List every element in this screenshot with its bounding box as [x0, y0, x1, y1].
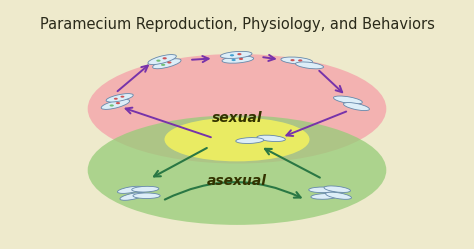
Ellipse shape: [161, 64, 165, 66]
Ellipse shape: [295, 62, 324, 69]
Ellipse shape: [116, 102, 120, 104]
Ellipse shape: [133, 193, 160, 198]
Ellipse shape: [236, 138, 264, 143]
Ellipse shape: [230, 54, 234, 56]
Ellipse shape: [148, 55, 176, 64]
Text: Paramecium Reproduction, Physiology, and Behaviors: Paramecium Reproduction, Physiology, and…: [39, 17, 435, 32]
Ellipse shape: [114, 98, 118, 100]
Ellipse shape: [109, 104, 114, 107]
Ellipse shape: [231, 59, 236, 61]
Ellipse shape: [298, 59, 302, 62]
Ellipse shape: [222, 56, 254, 63]
Ellipse shape: [239, 58, 243, 60]
Ellipse shape: [106, 94, 133, 102]
Ellipse shape: [101, 99, 129, 109]
Ellipse shape: [344, 103, 369, 111]
Ellipse shape: [88, 54, 386, 164]
Ellipse shape: [281, 57, 312, 64]
Text: asexual: asexual: [207, 174, 267, 188]
Ellipse shape: [311, 193, 338, 199]
Ellipse shape: [120, 192, 145, 200]
Ellipse shape: [237, 53, 242, 55]
Ellipse shape: [153, 59, 181, 69]
Ellipse shape: [220, 51, 252, 59]
Ellipse shape: [163, 57, 167, 60]
Ellipse shape: [334, 96, 362, 104]
Ellipse shape: [118, 186, 143, 193]
Text: sexual: sexual: [212, 111, 262, 124]
Ellipse shape: [120, 96, 124, 98]
Ellipse shape: [164, 118, 310, 161]
Ellipse shape: [324, 186, 350, 192]
Ellipse shape: [326, 192, 351, 199]
Ellipse shape: [156, 60, 161, 62]
Ellipse shape: [132, 186, 159, 192]
Ellipse shape: [167, 62, 172, 63]
Ellipse shape: [309, 187, 336, 193]
Ellipse shape: [291, 59, 295, 61]
Ellipse shape: [257, 135, 285, 141]
Ellipse shape: [88, 115, 386, 225]
